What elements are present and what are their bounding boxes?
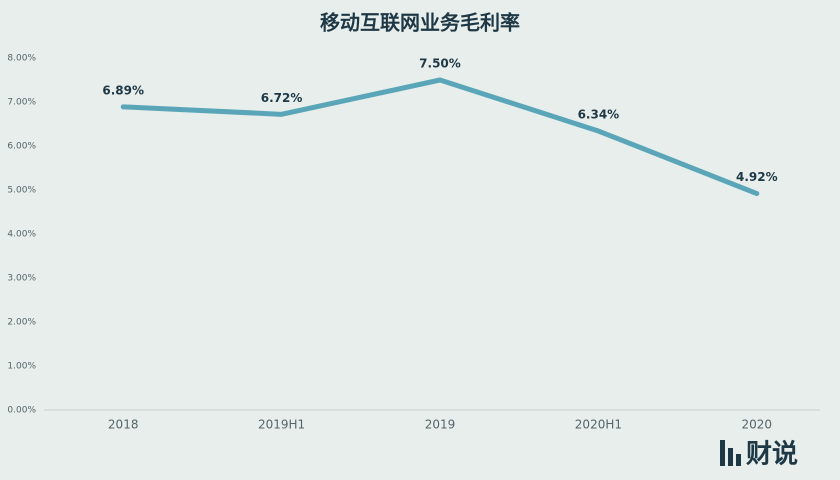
y-tick-label: 7.00% — [7, 98, 36, 108]
y-tick-label: 5.00% — [7, 186, 36, 196]
y-tick-label: 3.00% — [7, 274, 36, 284]
logo-bar — [720, 440, 725, 466]
x-tick-label: 2019 — [425, 418, 456, 432]
data-label: 7.50% — [419, 57, 461, 71]
x-tick-label: 2020 — [742, 418, 773, 432]
y-tick-label: 0.00% — [7, 406, 36, 416]
logo-bar — [736, 454, 741, 466]
x-tick-label: 2018 — [108, 418, 139, 432]
y-tick-label: 2.00% — [7, 318, 36, 328]
watermark: 财说 — [746, 440, 798, 470]
data-label: 6.72% — [261, 91, 303, 105]
logo: 财说 — [720, 440, 798, 470]
x-tick-label: 2019H1 — [258, 418, 305, 432]
logo-bar — [728, 448, 733, 466]
x-tick-label: 2020H1 — [575, 418, 622, 432]
y-tick-label: 6.00% — [7, 142, 36, 152]
y-tick-label: 1.00% — [7, 362, 36, 372]
data-label: 4.92% — [736, 170, 778, 184]
data-label: 6.34% — [578, 108, 620, 122]
y-tick-label: 4.00% — [7, 230, 36, 240]
y-tick-label: 8.00% — [7, 54, 36, 64]
data-line — [120, 77, 760, 197]
data-label: 6.89% — [102, 83, 144, 97]
chart-title: 移动互联网业务毛利率 — [320, 11, 520, 35]
